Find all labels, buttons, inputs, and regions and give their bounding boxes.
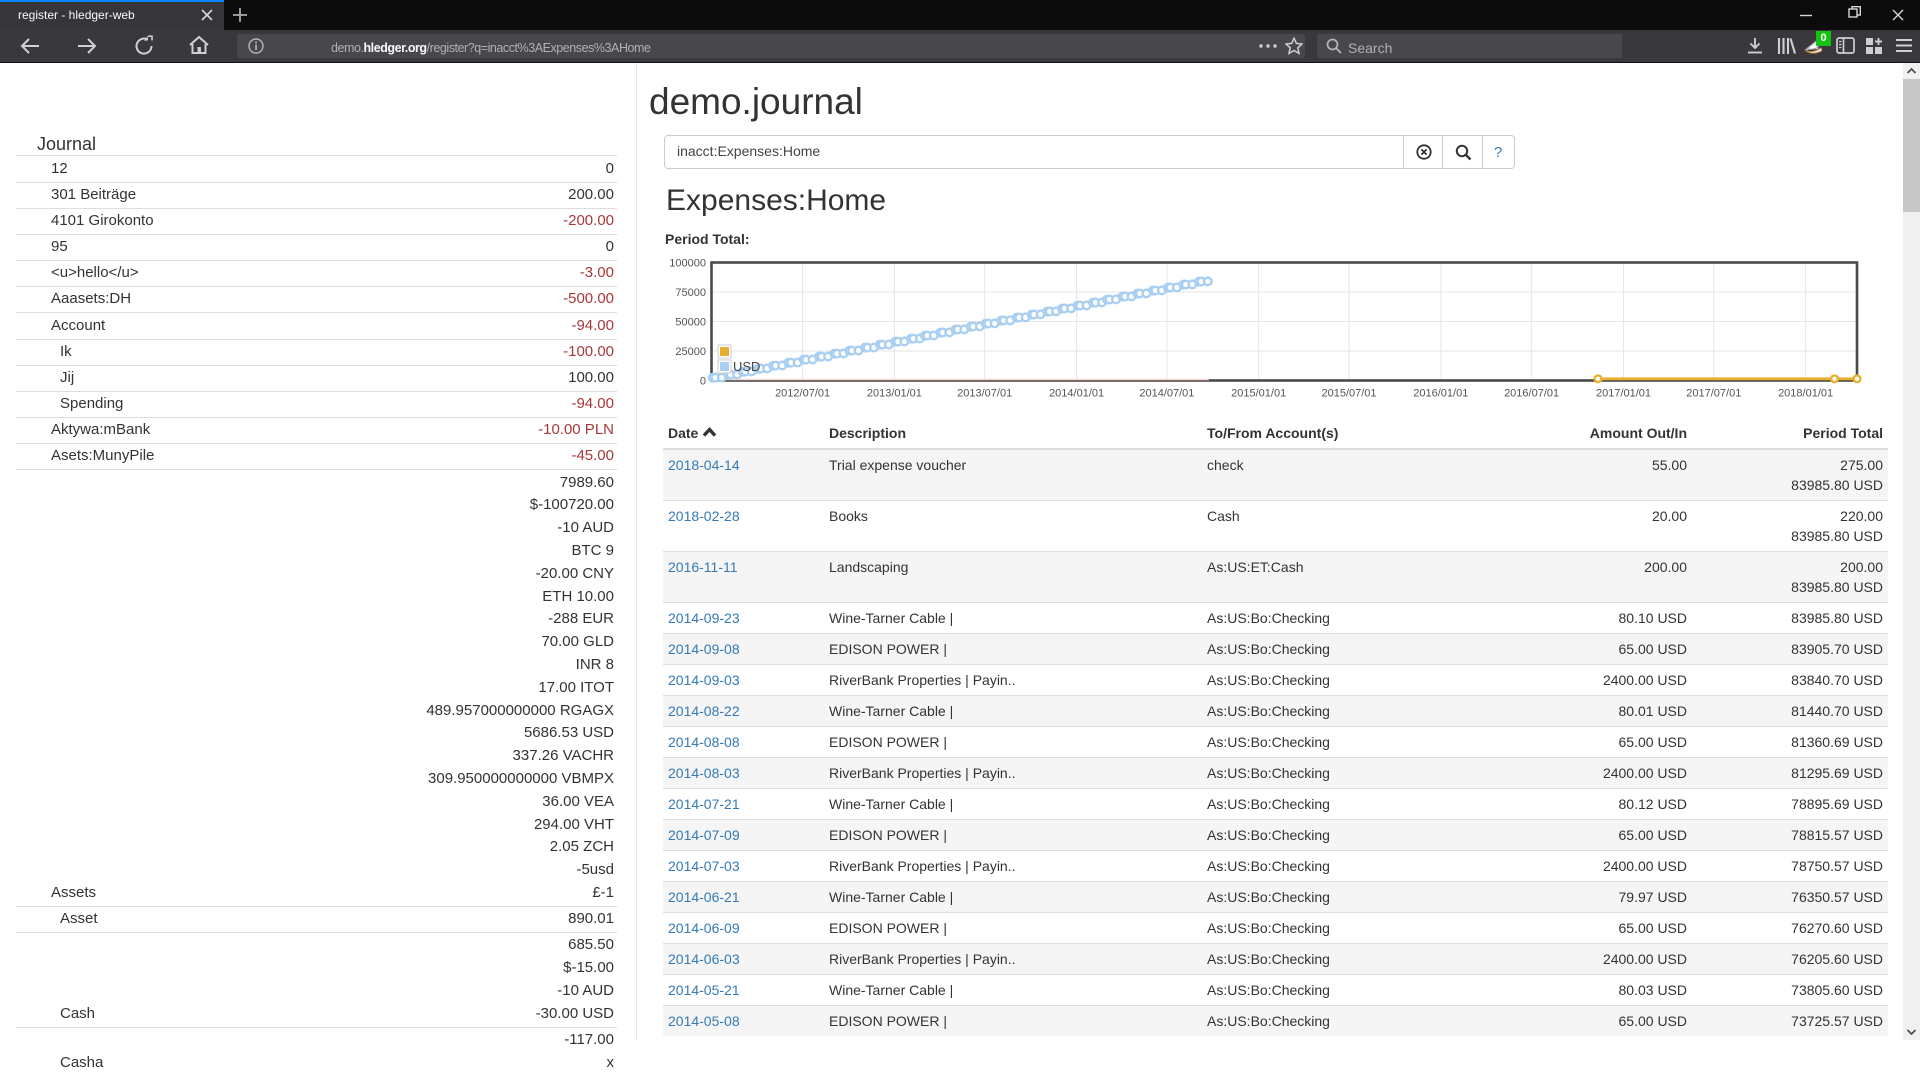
svg-text:2016/07/01: 2016/07/01 xyxy=(1504,388,1559,400)
svg-text:2018/01/01: 2018/01/01 xyxy=(1778,388,1833,400)
svg-text:0: 0 xyxy=(700,376,706,388)
svg-text:2015/07/01: 2015/07/01 xyxy=(1321,388,1376,400)
svg-text:2017/01/01: 2017/01/01 xyxy=(1596,388,1651,400)
svg-text:2015/01/01: 2015/01/01 xyxy=(1231,388,1286,400)
svg-text:2013/07/01: 2013/07/01 xyxy=(957,388,1012,400)
svg-text:25000: 25000 xyxy=(675,346,706,358)
svg-text:50000: 50000 xyxy=(675,317,706,329)
svg-text:2017/07/01: 2017/07/01 xyxy=(1686,388,1741,400)
svg-text:USD: USD xyxy=(733,359,760,374)
svg-text:2012/07/01: 2012/07/01 xyxy=(775,388,830,400)
svg-text:2014/07/01: 2014/07/01 xyxy=(1139,388,1194,400)
svg-text:75000: 75000 xyxy=(675,287,706,299)
svg-text:2014/01/01: 2014/01/01 xyxy=(1049,388,1104,400)
svg-text:2013/01/01: 2013/01/01 xyxy=(867,388,922,400)
svg-text:100000: 100000 xyxy=(669,258,706,270)
svg-text:2016/01/01: 2016/01/01 xyxy=(1413,388,1468,400)
